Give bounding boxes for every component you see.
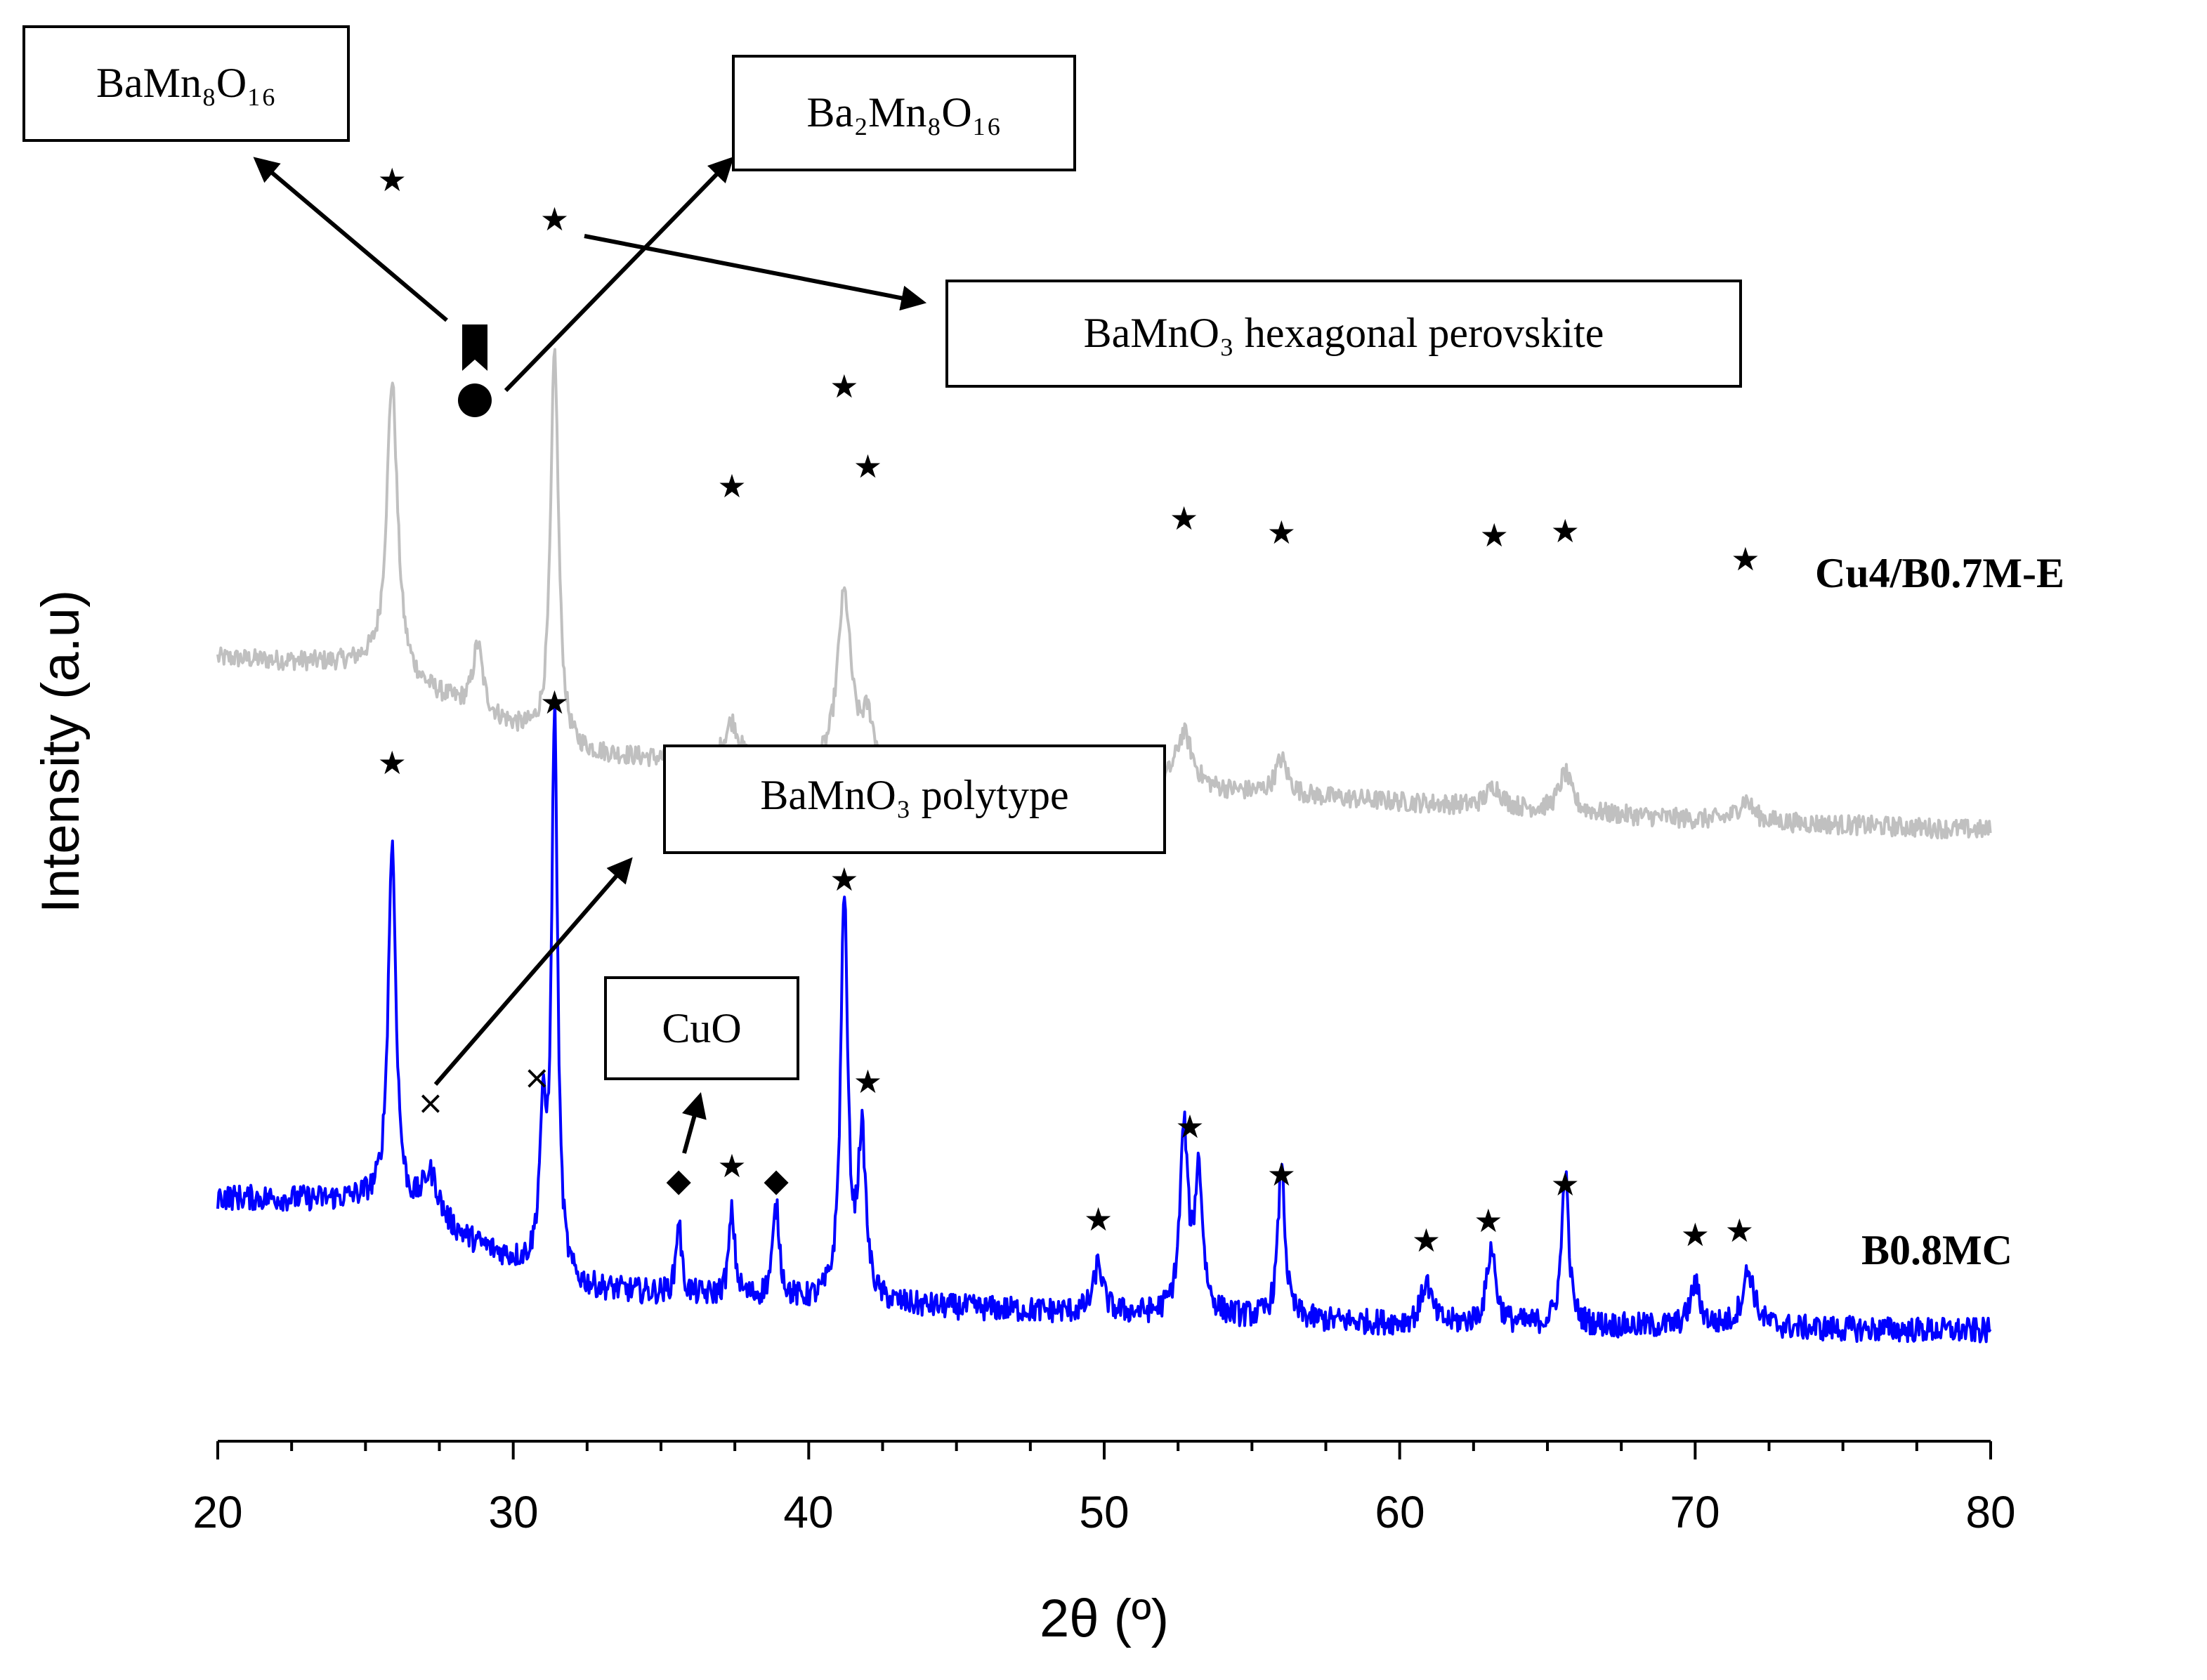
y-axis-title: Intensity (a.u) [31, 590, 91, 913]
star-marker: ★ [1267, 1155, 1296, 1193]
star-marker: ★ [378, 744, 407, 782]
star-marker: ★ [853, 1063, 882, 1101]
circle-marker [458, 383, 492, 417]
arrow-cuo [682, 1092, 707, 1154]
star-marker: ★ [830, 860, 858, 898]
diamond-marker: ◆ [667, 1161, 692, 1199]
x-tick-label: 70 [1670, 1487, 1720, 1537]
star-marker: ★ [1412, 1221, 1441, 1259]
star-marker: ★ [717, 467, 746, 505]
box-hexagonal-perovskite: BaMnO₃ hexagonal perovskite [945, 280, 1742, 388]
star-marker: ★ [717, 1147, 746, 1185]
series-label-cu4-b07m-e: Cu4/B0.7M-E [1815, 550, 2064, 596]
star-marker: ★ [1170, 499, 1198, 537]
star-marker: ★ [540, 683, 569, 721]
arrow-bamn8o16 [253, 157, 448, 322]
x-axis-ticks [216, 1441, 1992, 1459]
svg-text:BaMn₈O₁₆: BaMn₈O₁₆ [96, 60, 276, 106]
svg-text:CuO: CuO [662, 1005, 741, 1051]
arrow-ba2mn8o16 [504, 156, 735, 393]
star-marker: ★ [1551, 1165, 1580, 1203]
cross-marker: × [523, 1058, 551, 1096]
x-axis-title: 2θ (º) [1040, 1589, 1169, 1648]
x-tick-label: 20 [192, 1487, 242, 1537]
svg-text:BaMnO₃ hexagonal perovskite: BaMnO₃ hexagonal perovskite [1084, 310, 1604, 356]
arrow-polytype [433, 857, 633, 1086]
series-label-b08mc: B0.8MC [1861, 1227, 2012, 1273]
x-tick-label: 30 [488, 1487, 538, 1537]
cross-marker: × [417, 1084, 445, 1122]
arrow-hexagonal [584, 234, 927, 311]
star-marker: ★ [1267, 513, 1296, 551]
star-marker: ★ [1474, 1202, 1502, 1240]
star-marker: ★ [853, 447, 882, 485]
bookmark-marker [462, 324, 487, 371]
x-tick-label: 80 [1965, 1487, 2015, 1537]
star-marker: ★ [1480, 516, 1509, 554]
svg-text:Ba₂Mn₈O₁₆: Ba₂Mn₈O₁₆ [806, 89, 1001, 136]
phase-markers: ★ ★ ★ ★ ★ ★ ★ ★ ★ ★ ★ ★ ★ ★ ★ ★ ★ ★ ★ ★ ★ ★ ★ × × ◆ ◆ [378, 161, 1760, 1259]
star-marker: ★ [1551, 512, 1580, 550]
box-bamn8o16: BaMn₈O₁₆ [22, 25, 350, 142]
box-polytype: BaMnO₃ polytype [663, 744, 1166, 854]
star-marker: ★ [1731, 540, 1760, 578]
svg-text:BaMnO₃ polytype: BaMnO₃ polytype [760, 772, 1068, 818]
star-marker: ★ [1681, 1216, 1710, 1254]
box-cuo: CuO [604, 976, 799, 1080]
series-line-b08mc [216, 697, 1992, 1344]
star-marker: ★ [1084, 1200, 1113, 1238]
star-marker: ★ [540, 200, 569, 238]
star-marker: ★ [830, 367, 858, 405]
x-tick-label: 50 [1079, 1487, 1129, 1537]
star-marker: ★ [378, 161, 407, 199]
x-tick-label: 40 [783, 1487, 833, 1537]
box-ba2mn8o16: Ba₂Mn₈O₁₆ [732, 55, 1076, 171]
diamond-marker: ◆ [764, 1161, 789, 1199]
star-marker: ★ [1725, 1212, 1754, 1249]
x-tick-label: 60 [1375, 1487, 1425, 1537]
star-marker: ★ [1175, 1108, 1204, 1146]
